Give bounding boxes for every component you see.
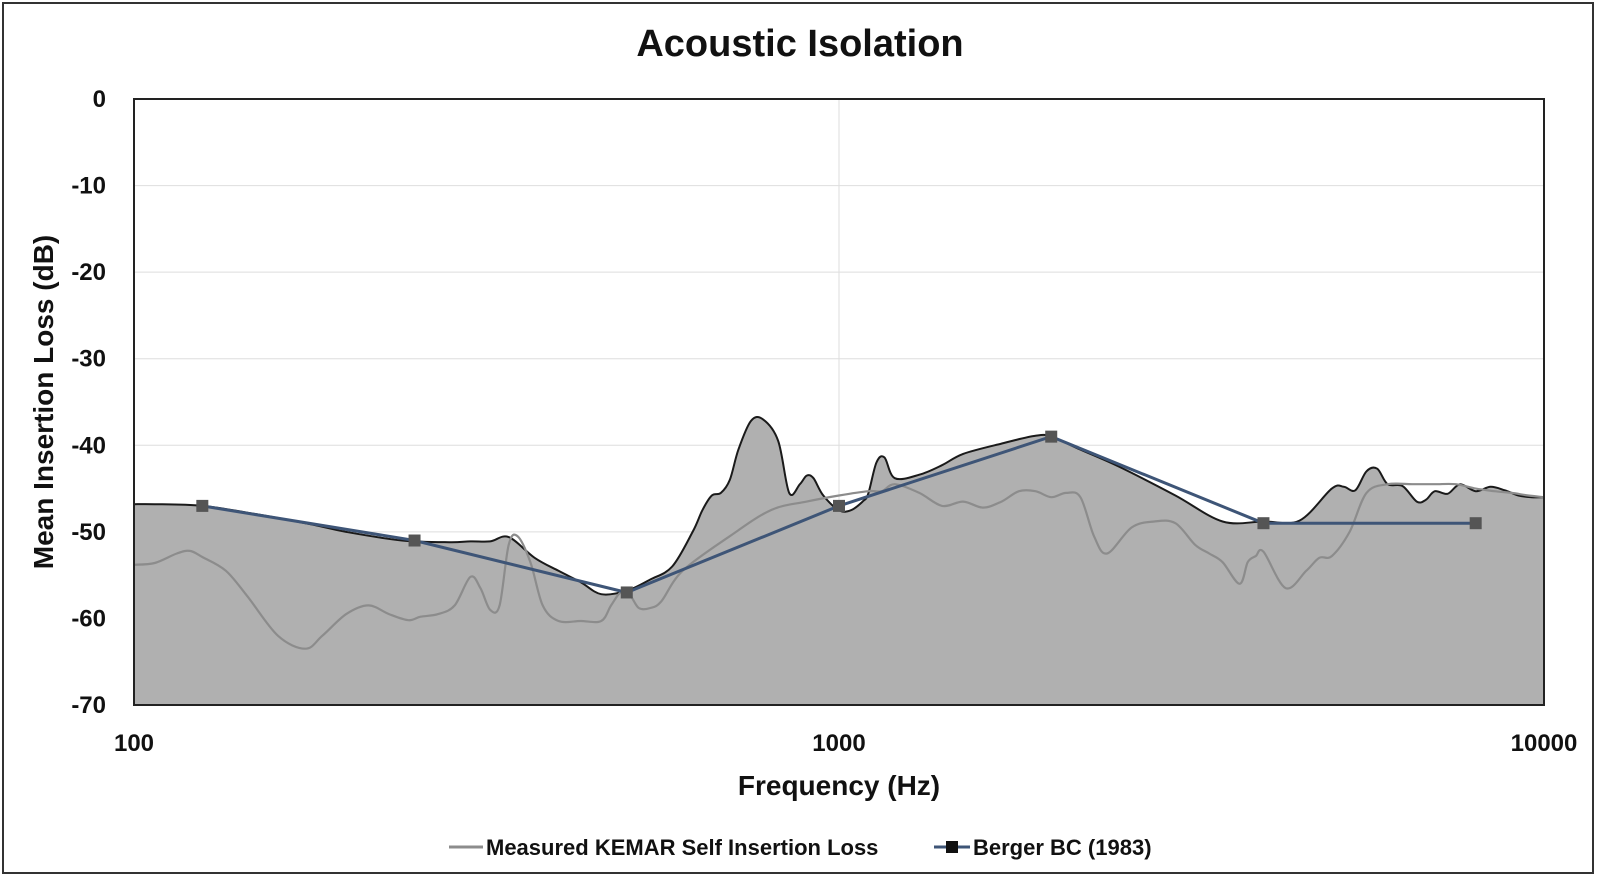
y-tick-label-3: -30 — [71, 346, 106, 373]
legend: Measured KEMAR Self Insertion Loss Berge… — [449, 835, 1152, 860]
y-tick-label-1: -10 — [71, 173, 106, 200]
x-axis-ticks: 100 1000 10000 — [114, 730, 1577, 757]
berger-marker-4 — [1045, 430, 1058, 443]
x-axis-label: Frequency (Hz) — [738, 770, 940, 801]
y-tick-label-0: 0 — [93, 86, 106, 113]
y-tick-label-5: -50 — [71, 519, 106, 546]
insertion-loss-area — [134, 417, 1544, 705]
legend-label-berger: Berger BC (1983) — [973, 835, 1152, 860]
plot-border — [133, 98, 1545, 706]
y-tick-label-4: -40 — [71, 432, 106, 459]
x-tick-label-0: 100 — [114, 730, 154, 757]
legend-marker-berger — [946, 841, 958, 853]
series-line-measured-kemar — [133, 482, 1545, 650]
y-axis-label: Mean Insertion Loss (dB) — [28, 235, 59, 569]
x-tick-label-2: 10000 — [1511, 730, 1578, 757]
berger-marker-5 — [1257, 517, 1270, 530]
berger-marker-0 — [196, 499, 209, 512]
y-tick-label-6: -60 — [71, 605, 106, 632]
berger-marker-3 — [833, 499, 845, 512]
insertion-loss-area-outline — [133, 416, 1545, 596]
chart-title: Acoustic Isolation — [636, 23, 963, 65]
berger-marker-6 — [1469, 517, 1482, 530]
y-axis-ticks: 0 -10 -20 -30 -40 -50 -60 -70 — [71, 86, 106, 719]
x-tick-label-1: 1000 — [812, 730, 865, 757]
y-tick-label-2: -20 — [71, 259, 106, 286]
legend-label-measured: Measured KEMAR Self Insertion Loss — [486, 835, 878, 860]
y-tick-label-7: -70 — [71, 692, 106, 719]
berger-bc-markers — [196, 430, 1482, 599]
berger-marker-1 — [408, 534, 421, 547]
berger-marker-2 — [620, 586, 633, 599]
